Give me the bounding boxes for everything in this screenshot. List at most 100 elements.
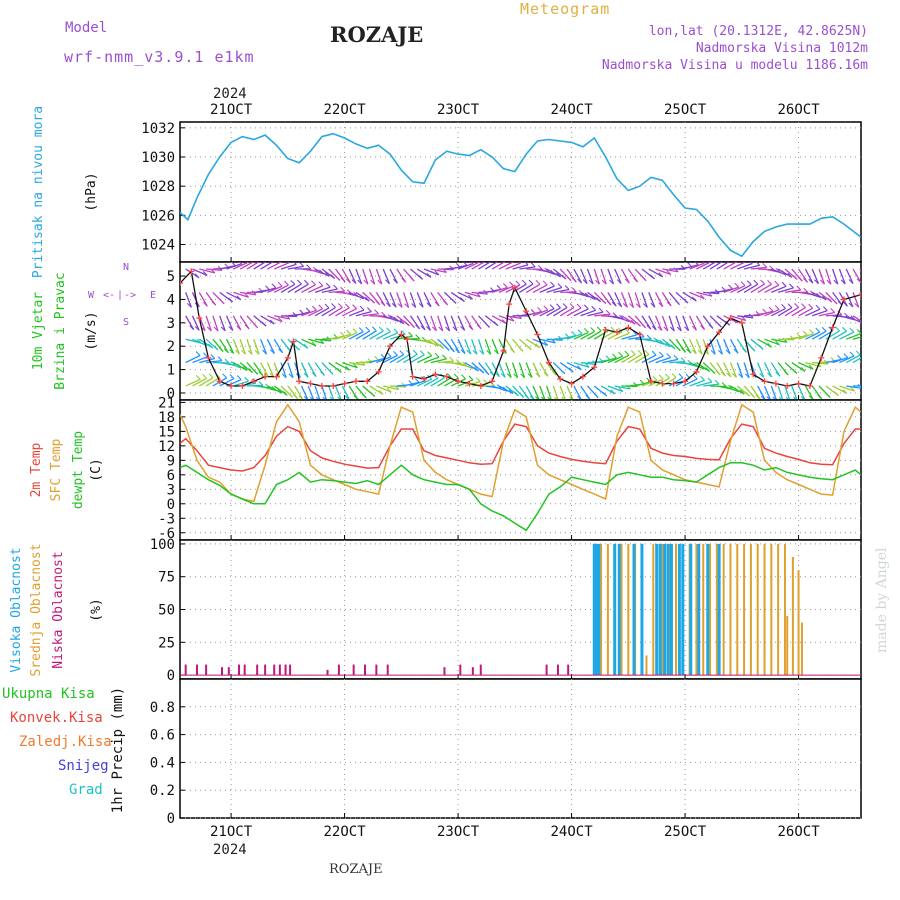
wind-barb	[232, 338, 240, 355]
wind-barb-tick	[663, 326, 669, 332]
wind-barb-tick	[830, 308, 836, 313]
wind-barb-tick	[717, 322, 722, 328]
wind-barb	[600, 268, 607, 285]
wind-barb-tick	[414, 377, 420, 383]
wind-barb-tick	[282, 390, 288, 396]
wind-barb	[464, 262, 480, 270]
wind-barb	[859, 361, 861, 364]
wind-barb	[409, 292, 417, 308]
wind-barb-tick	[220, 326, 226, 332]
wind-barb-tick	[370, 298, 376, 304]
wind-barb	[260, 262, 274, 270]
wind-barb-tick	[817, 394, 823, 400]
wind-barb	[301, 309, 317, 317]
wind-barb-tick	[808, 278, 814, 284]
wind-speed-marker	[216, 378, 223, 385]
wind-barb-tick	[700, 325, 705, 330]
wind-barb	[682, 378, 698, 387]
wind-barb-tick	[787, 303, 793, 309]
wind-barb-tick	[787, 272, 793, 278]
wind-frame	[179, 261, 862, 401]
wind-barb-tick	[842, 301, 848, 307]
wind-barb	[416, 268, 432, 278]
wind-barb	[655, 338, 671, 348]
wind-barb	[641, 379, 658, 387]
wind-barb	[307, 308, 323, 317]
wind-barb-tick	[576, 303, 582, 309]
wind-barb-tick	[521, 279, 527, 285]
wind-speed-marker	[840, 296, 847, 303]
cloud-unit: (%)	[89, 598, 104, 621]
wind-barb-tick	[443, 300, 448, 306]
wind-barb-tick	[556, 303, 561, 309]
wind-barb	[430, 292, 440, 307]
wind-barb-tick	[781, 281, 787, 287]
wind-barb	[770, 385, 778, 400]
wind-barb-tick	[708, 324, 714, 329]
wind-speed-marker	[716, 329, 723, 336]
wind-barb-tick	[849, 327, 855, 333]
wind-barb	[287, 283, 302, 293]
wind-barb	[185, 292, 192, 308]
clouds-ytick-label: 25	[158, 635, 175, 651]
wind-barb	[253, 338, 260, 355]
wind-barb-tick	[434, 270, 440, 276]
wind-barb	[648, 338, 665, 345]
wind-barb-tick	[535, 279, 541, 285]
wind-barb	[274, 315, 291, 320]
pressure-axis-title: Pritisak na nivou mora	[31, 106, 46, 278]
wind-barb	[451, 264, 467, 270]
wind-barb-tick	[460, 349, 466, 355]
wind-barb	[205, 315, 212, 332]
wind-barb-tick	[475, 377, 481, 382]
wind-barb-tick	[676, 326, 682, 332]
wind-barb-tick	[590, 327, 596, 332]
wind-barb-tick	[415, 334, 420, 339]
wind-barb	[696, 381, 713, 387]
wind-barb-tick	[808, 395, 814, 400]
wind-barb-tick	[591, 305, 597, 311]
wind-speed-marker	[352, 378, 359, 385]
wind-barb	[477, 338, 485, 355]
wind-barb-tick	[351, 279, 357, 284]
wind-barb	[764, 308, 780, 317]
wind-speed-marker	[284, 354, 291, 361]
wind-barb	[539, 362, 549, 377]
wind-barb	[539, 268, 556, 276]
wind-barb	[260, 315, 275, 325]
wind-barb	[614, 315, 630, 323]
wind-speed-marker	[421, 375, 428, 382]
wind-speed-marker	[659, 380, 666, 387]
wind-barb	[185, 268, 200, 279]
wind-barb	[273, 362, 281, 378]
wind-barb	[328, 306, 343, 317]
wind-barb	[294, 283, 309, 293]
top-day-label: 23OCT	[437, 102, 480, 118]
wind-barb-tick	[610, 389, 616, 395]
wind-barb	[594, 313, 611, 317]
wind-barb-tick	[335, 275, 341, 281]
wind-barb	[777, 287, 794, 294]
wind-barb	[266, 338, 275, 354]
wind-barb	[301, 338, 317, 347]
wind-barb	[396, 292, 403, 308]
wind-barb-tick	[451, 299, 457, 304]
wind-barb-tick	[675, 346, 681, 352]
wind-barb	[716, 288, 733, 294]
wind-barb-tick	[562, 303, 568, 308]
wind-barb-tick	[281, 373, 287, 379]
wind-barb-tick	[630, 350, 636, 355]
wind-speed-marker	[489, 378, 496, 385]
wind-barb-tick	[658, 374, 664, 380]
wind-barb-tick	[363, 279, 369, 285]
wind-barb	[437, 360, 454, 364]
wind-barb-tick	[854, 302, 860, 308]
wind-barb-tick	[408, 331, 413, 337]
wind-barb-tick	[755, 394, 761, 400]
wind-barb-tick	[815, 327, 821, 333]
wind-barb-tick	[598, 307, 604, 313]
wind-barb	[233, 362, 248, 372]
wind-barb-tick	[543, 340, 549, 346]
wind-barb	[845, 268, 854, 284]
wind-barb	[791, 334, 808, 340]
